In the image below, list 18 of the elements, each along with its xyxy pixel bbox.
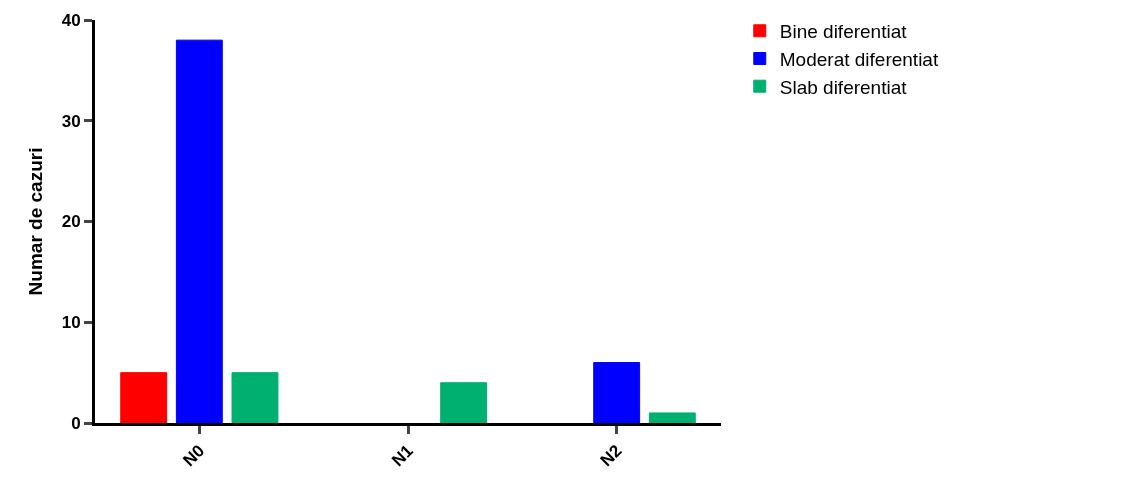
bar <box>231 372 279 423</box>
bar <box>648 412 696 423</box>
bar <box>120 372 168 423</box>
x-tick-label: N1 <box>388 441 417 471</box>
y-tick-label: 10 <box>61 313 81 333</box>
y-axis-title: Numar de cazuri <box>24 147 46 296</box>
bar <box>440 382 488 423</box>
x-tick-label: N2 <box>596 441 626 471</box>
legend-label: Slab diferentiat <box>779 76 908 98</box>
y-tick-label: 30 <box>61 111 81 131</box>
y-tick-label: 20 <box>61 212 81 232</box>
x-tick-label: N0 <box>179 441 209 471</box>
y-tick-label: 40 <box>61 10 81 30</box>
legend-label: Bine diferentiat <box>779 21 908 43</box>
bar <box>593 362 641 423</box>
y-tick-label: 0 <box>71 413 81 433</box>
legend-label: Moderat diferentiat <box>779 48 939 70</box>
bar <box>175 39 223 423</box>
